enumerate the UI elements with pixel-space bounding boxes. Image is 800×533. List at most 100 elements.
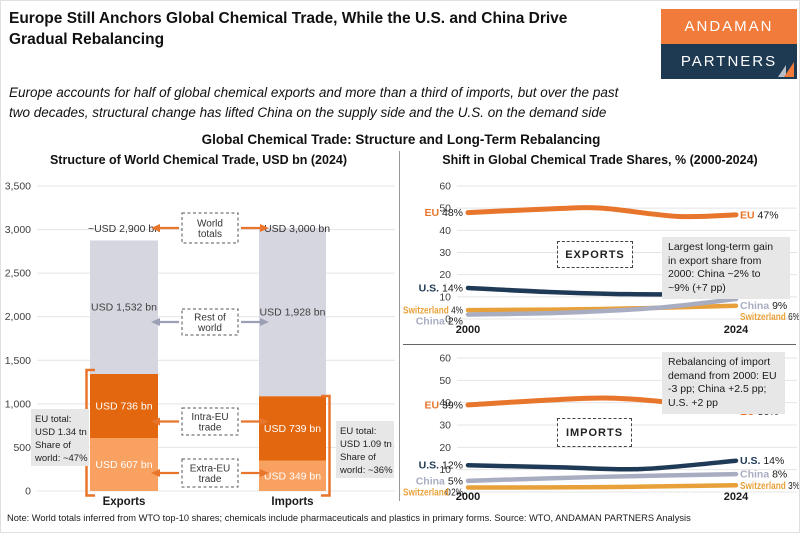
series-line-china (465, 471, 739, 484)
company-logo: ANDAMAN PARTNERS (661, 9, 797, 79)
eu-summary-line: world: ~47% (34, 453, 88, 464)
arrow-head-left (151, 318, 160, 326)
series-start-label: EU 39% (424, 399, 463, 411)
callout-label: Extra-EU (190, 464, 231, 475)
arrow-head-right (260, 417, 269, 426)
series-end-label: China 9% (740, 300, 787, 312)
category-axis-label: Imports (271, 496, 313, 508)
y-tick-label: 1,500 (5, 355, 31, 367)
y-tick-label: 2,000 (5, 311, 31, 323)
x-tick-label: 2000 (456, 324, 480, 336)
eu-summary-line: world: ~36% (339, 465, 393, 476)
y-tick-label: 40 (439, 225, 451, 237)
arrow-head-left (151, 469, 160, 477)
series-line-eu (465, 205, 739, 220)
y-tick-label: 60 (439, 181, 451, 193)
eu-summary-line: USD 1.09 tn (340, 439, 392, 450)
bar-segment-intra-eu-trade-imports (259, 396, 326, 461)
bar-segment-intra-eu-trade-exports (90, 373, 158, 439)
y-tick-label: 50 (439, 375, 451, 387)
series-start-label: Switzerland 2% (403, 486, 463, 498)
x-tick-label: 2000 (456, 491, 480, 503)
logo-andaman-label: ANDAMAN (661, 9, 797, 44)
page-title-line1: Europe Still Anchors Global Chemical Tra… (9, 10, 568, 27)
callout-label: Intra-EU (191, 412, 228, 423)
series-end-label: EU 47% (740, 209, 779, 221)
y-tick-label: 3,000 (5, 224, 31, 236)
page-title: Europe Still Anchors Global Chemical Tra… (9, 8, 654, 50)
x-tick-label: 2024 (724, 324, 749, 336)
series-start-label: Switzerland 4% (403, 305, 463, 317)
segment-value-label: USD 349 bn (264, 470, 321, 482)
callout-box-extra (181, 458, 239, 488)
eu-summary-line: EU total: (35, 414, 71, 425)
category-axis-label: Exports (103, 496, 146, 508)
world-total-label: ~USD 3,000 bn (258, 223, 330, 235)
arrow-head-right (260, 318, 269, 326)
exports-tag-box: EXPORTS (557, 241, 633, 268)
y-tick-label: 40 (439, 397, 451, 409)
y-tick-label: 10 (439, 291, 451, 303)
callout-label: Rest of (194, 313, 226, 324)
callout-label: World (197, 219, 223, 230)
callout-label: trade (199, 423, 222, 434)
callout-label: totals (198, 229, 222, 240)
subtitle-line2: two decades, structural change has lifte… (9, 104, 607, 120)
eu-summary-box (31, 409, 89, 466)
eu-summary-line: EU total: (340, 426, 376, 437)
arrow-head-left (151, 224, 160, 232)
callout-box-totals (181, 212, 239, 244)
bar-segment-extra-eu-trade-exports (90, 438, 158, 491)
y-tick-label: 20 (439, 269, 451, 281)
bar-segment-extra-eu-trade-imports (259, 460, 326, 491)
y-tick-label: 60 (439, 353, 451, 365)
callout-box-intra (181, 407, 239, 436)
series-line-china (465, 296, 739, 317)
y-tick-label: 3,500 (5, 181, 31, 193)
series-start-label: U.S. 12% (419, 460, 463, 472)
series-end-label: Switzerland 6% (740, 311, 800, 323)
eu-summary-box (336, 421, 394, 478)
y-tick-label: 2,500 (5, 268, 31, 280)
arrow-head-right (260, 224, 269, 232)
y-tick-label: 30 (439, 247, 451, 259)
eu-summary-line: Share of (340, 452, 376, 463)
footnote: Note: World totals inferred from WTO top… (7, 513, 691, 523)
series-line-switzerland (465, 483, 739, 490)
series-start-label: EU 48% (424, 207, 463, 219)
logo-partners-label: PARTNERS (661, 44, 797, 79)
arrow-head-left (151, 417, 160, 426)
bar-segment-rest-of-world-imports (259, 228, 326, 397)
world-total-label: ~USD 2,900 bn (88, 223, 160, 235)
callout-label: world (197, 323, 222, 334)
panel-divider-horizontal (403, 344, 796, 345)
y-tick-label: 0 (25, 486, 31, 498)
series-end-label: U.S. 14% (740, 455, 784, 467)
eu-summary-line: USD 1.34 tn (35, 427, 87, 438)
eu-bracket-imports (321, 394, 331, 497)
imports-tag-box: IMPORTS (557, 418, 632, 447)
series-end-label: China 8% (740, 469, 787, 481)
page-title-line2: Gradual Rebalancing (9, 31, 165, 48)
y-tick-label: 500 (13, 442, 31, 454)
stacked-bar-chart: 0 500 1,000 1,500 2,000 2,500 3,000 3,500 USD 60… (5, 181, 395, 508)
callout-box-rest (181, 308, 239, 336)
exports-annotation: Largest long-term gain in export share f… (662, 237, 790, 299)
logo-triangle-icon (778, 62, 794, 77)
arrow-head-right (260, 469, 269, 477)
segment-value-label: USD 607 bn (95, 459, 152, 471)
bar-segment-rest-of-world-exports (90, 240, 158, 374)
y-tick-label: 20 (439, 442, 451, 454)
series-start-label: China 2% (416, 316, 463, 328)
subtitle: Europe accounts for half of global chemi… (9, 83, 669, 122)
series-start-label: U.S. 14% (419, 282, 463, 294)
callout-label: trade (199, 474, 222, 485)
series-start-label: China 5% (416, 475, 463, 487)
y-tick-label: 0 (445, 314, 451, 326)
subtitle-line1: Europe accounts for half of global chemi… (9, 85, 619, 100)
x-tick-label: 2024 (724, 491, 749, 503)
imports-line-chart: 0 10 20 30 40 50 60 2000 2024 EU 39% U.S. 12% China… (403, 353, 800, 504)
line-charts-title: Shift in Global Chemical Trade Shares, %… (442, 153, 758, 167)
series-end-label: Switzerland 3% (740, 480, 800, 492)
